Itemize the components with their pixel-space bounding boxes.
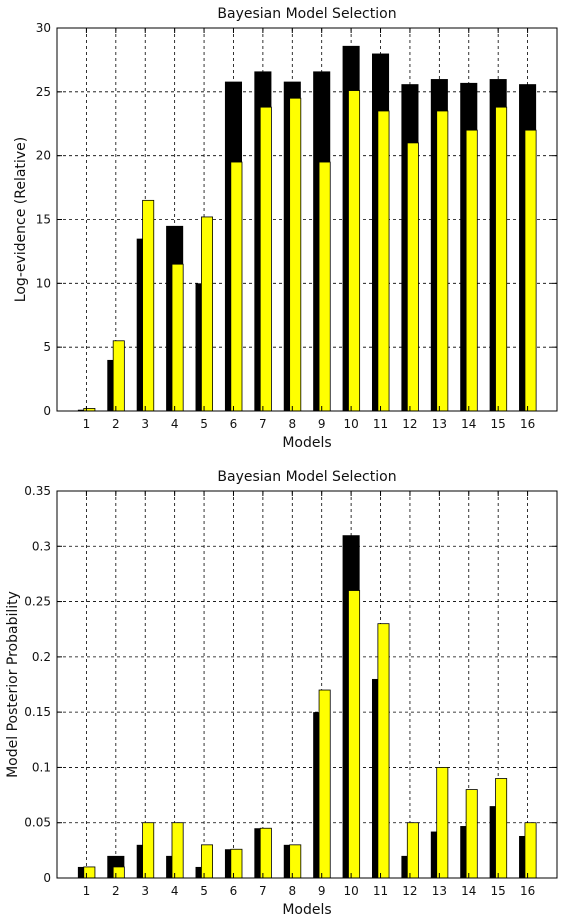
x-tick-label: 13 — [432, 417, 447, 431]
bar-series2-model-11 — [377, 623, 390, 879]
bar-series2-model-14 — [465, 789, 478, 879]
y-tick-label: 10 — [36, 276, 51, 290]
x-tick-label: 2 — [112, 884, 120, 898]
y-tick-label: 0 — [43, 404, 51, 418]
bar-series2-model-1 — [83, 866, 96, 879]
bar-series2-model-15 — [495, 106, 508, 412]
x-tick-label: 7 — [259, 417, 267, 431]
x-tick-label: 3 — [141, 417, 149, 431]
bar-series2-model-5 — [201, 216, 213, 412]
bar-series2-model-4 — [171, 263, 184, 412]
x-tick-label: 13 — [432, 884, 447, 898]
x-tick-label: 4 — [171, 417, 179, 431]
x-tick-label: 12 — [402, 417, 417, 431]
x-tick-label: 15 — [491, 884, 506, 898]
axes-box — [56, 490, 558, 879]
chart-title: Bayesian Model Selection — [217, 469, 396, 485]
x-tick-label: 11 — [373, 884, 388, 898]
chart-title: Bayesian Model Selection — [217, 6, 396, 22]
x-tick-label: 7 — [259, 884, 267, 898]
x-tick-label: 8 — [288, 417, 296, 431]
y-axis-label: Model Posterior Probability — [5, 591, 21, 778]
bar-series2-model-9 — [318, 161, 331, 412]
y-tick-label: 0.1 — [32, 760, 51, 774]
x-tick-label: 11 — [373, 417, 388, 431]
x-tick-label: 3 — [141, 884, 149, 898]
bar-series2-model-7 — [259, 106, 272, 412]
x-tick-label: 16 — [520, 417, 535, 431]
y-tick-label: 0.3 — [32, 539, 51, 553]
bar-series2-model-16 — [524, 129, 537, 412]
x-tick-label: 4 — [171, 884, 179, 898]
x-tick-label: 1 — [83, 417, 91, 431]
chart-panel-1: 1 2 3 4 5 6 7 8 9 10 11 12 13 14 15 16051015202530Bayes… — [13, 6, 558, 451]
bar-series2-model-8 — [289, 97, 302, 412]
bar-series2-model-13 — [436, 767, 449, 879]
bar-series2-model-7 — [259, 827, 272, 879]
bar-series2-model-2 — [112, 340, 125, 412]
x-tick-label: 6 — [230, 884, 238, 898]
bar-series2-model-3 — [142, 822, 155, 879]
bar-series2-model-9 — [318, 689, 331, 879]
x-tick-label: 10 — [343, 417, 358, 431]
y-tick-label: 5 — [43, 340, 51, 354]
x-tick-label: 14 — [461, 884, 476, 898]
bar-series2-model-11 — [377, 110, 390, 412]
y-tick-label: 0 — [43, 871, 51, 885]
bar-series2-model-14 — [465, 129, 478, 412]
bar-series2-model-12 — [406, 822, 419, 879]
y-tick-label: 20 — [36, 149, 51, 163]
bar-series2-model-12 — [406, 142, 419, 412]
x-axis-label: Models — [282, 435, 331, 451]
x-tick-label: 10 — [343, 884, 358, 898]
bar-series2-model-2 — [112, 866, 125, 879]
bar-series2-model-8 — [289, 844, 302, 879]
y-tick-label: 25 — [36, 85, 51, 99]
bar-series2-model-10 — [348, 90, 361, 412]
y-tick-label: 15 — [36, 213, 51, 227]
y-tick-label: 0.2 — [32, 650, 51, 664]
bar-series2-model-5 — [201, 844, 213, 879]
chart-panel-2: 1 2 3 4 5 6 7 8 9 10 11 12 13 14 15 1600.050.10.150.20.… — [5, 469, 558, 918]
x-tick-label: 15 — [491, 417, 506, 431]
y-tick-label: 0.05 — [24, 816, 51, 830]
y-tick-label: 0.15 — [24, 705, 51, 719]
x-tick-label: 9 — [318, 884, 326, 898]
x-tick-label: 12 — [402, 884, 417, 898]
x-tick-label: 6 — [230, 417, 238, 431]
x-tick-label: 14 — [461, 417, 476, 431]
x-axis-label: Models — [282, 902, 331, 918]
bar-series2-model-6 — [230, 161, 243, 412]
plot-area — [57, 491, 557, 878]
bar-series2-model-15 — [495, 778, 508, 879]
y-axis-label: Log-evidence (Relative) — [13, 137, 29, 302]
bar-series2-model-13 — [436, 110, 449, 412]
y-tick-label: 0.35 — [24, 484, 51, 498]
y-tick-label: 30 — [36, 21, 51, 35]
x-tick-label: 5 — [200, 884, 208, 898]
x-tick-label: 8 — [288, 884, 296, 898]
bar-series2-model-4 — [171, 822, 184, 879]
x-tick-label: 2 — [112, 417, 120, 431]
bar-series2-model-16 — [524, 822, 537, 879]
bar-series2-model-10 — [348, 590, 361, 879]
bar-series2-model-6 — [230, 848, 243, 879]
x-tick-label: 16 — [520, 884, 535, 898]
bar-series2-model-3 — [142, 199, 155, 412]
x-tick-label: 9 — [318, 417, 326, 431]
x-tick-label: 5 — [200, 417, 208, 431]
y-tick-label: 0.25 — [24, 595, 51, 609]
x-tick-label: 1 — [83, 884, 91, 898]
